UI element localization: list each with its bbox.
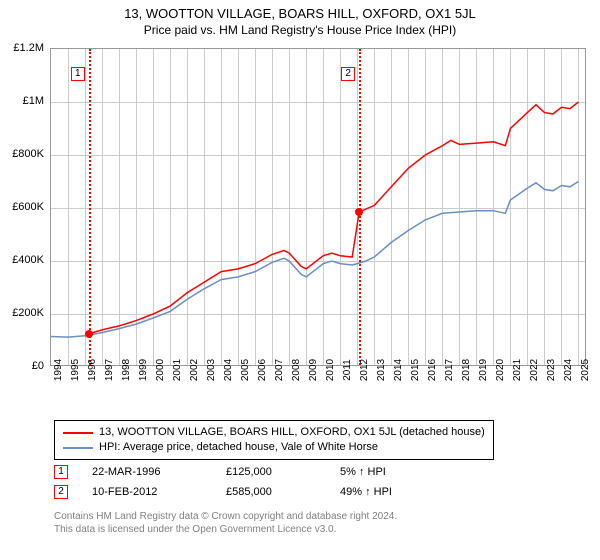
x-axis-label: 2004	[223, 359, 234, 381]
x-axis-label: 2009	[308, 359, 319, 381]
event-row: 2 10-FEB-2012 £585,000 49% ↑ HPI	[54, 482, 392, 502]
y-axis-label: £1M	[4, 95, 44, 107]
sale-event-marker: 2	[341, 67, 355, 81]
event-date: 10-FEB-2012	[92, 486, 202, 498]
x-axis-label: 2019	[478, 359, 489, 381]
x-axis-label: 2007	[274, 359, 285, 381]
x-axis-label: 2023	[546, 359, 557, 381]
legend-row: 13, WOOTTON VILLAGE, BOARS HILL, OXFORD,…	[63, 425, 485, 440]
x-axis-label: 1998	[121, 359, 132, 381]
x-axis-label: 1994	[53, 359, 64, 381]
sale-event-dot	[355, 208, 363, 216]
legend-swatch	[63, 432, 93, 434]
event-row-marker: 1	[54, 465, 68, 479]
legend-label: 13, WOOTTON VILLAGE, BOARS HILL, OXFORD,…	[99, 425, 485, 440]
x-axis-label: 2003	[206, 359, 217, 381]
chart-subtitle: Price paid vs. HM Land Registry's House …	[0, 21, 600, 41]
x-axis-label: 1995	[70, 359, 81, 381]
x-axis-label: 2006	[257, 359, 268, 381]
x-axis-label: 2018	[461, 359, 472, 381]
x-axis-label: 2016	[427, 359, 438, 381]
x-axis-label: 2020	[495, 359, 506, 381]
y-axis-label: £800K	[4, 148, 44, 160]
x-axis-label: 2024	[563, 359, 574, 381]
event-price: £125,000	[226, 466, 316, 478]
footnote-line2: This data is licensed under the Open Gov…	[54, 523, 397, 536]
y-axis-label: £200K	[4, 307, 44, 319]
event-pct: 5% ↑ HPI	[340, 466, 386, 478]
footnote: Contains HM Land Registry data © Crown c…	[54, 510, 397, 536]
sale-event-marker: 1	[71, 67, 85, 81]
y-axis-label: £400K	[4, 254, 44, 266]
x-axis-label: 2002	[189, 359, 200, 381]
event-row: 1 22-MAR-1996 £125,000 5% ↑ HPI	[54, 462, 392, 482]
x-axis-label: 2017	[444, 359, 455, 381]
sale-event-dot	[85, 330, 93, 338]
x-axis-label: 2000	[155, 359, 166, 381]
series-hpi	[51, 182, 579, 338]
x-axis-label: 2012	[359, 359, 370, 381]
sale-events-table: 1 22-MAR-1996 £125,000 5% ↑ HPI 2 10-FEB-2012…	[54, 462, 392, 502]
x-axis-label: 2013	[376, 359, 387, 381]
x-axis-label: 2015	[410, 359, 421, 381]
x-axis-label: 2008	[291, 359, 302, 381]
x-axis-label: 2010	[325, 359, 336, 381]
y-axis-label: £1.2M	[4, 42, 44, 54]
x-axis-label: 2014	[393, 359, 404, 381]
x-axis-label: 2001	[172, 359, 183, 381]
footnote-line1: Contains HM Land Registry data © Crown c…	[54, 510, 397, 523]
y-axis-label: £0	[4, 360, 44, 372]
event-price: £585,000	[226, 486, 316, 498]
x-axis-label: 2021	[512, 359, 523, 381]
x-axis-label: 2025	[580, 359, 591, 381]
x-axis-label: 1999	[138, 359, 149, 381]
x-axis-label: 2011	[342, 359, 353, 381]
x-axis-label: 1997	[104, 359, 115, 381]
legend-row: HPI: Average price, detached house, Vale…	[63, 440, 485, 455]
legend-swatch	[63, 447, 93, 449]
legend-label: HPI: Average price, detached house, Vale…	[99, 440, 378, 455]
event-row-marker: 2	[54, 485, 68, 499]
event-pct: 49% ↑ HPI	[340, 486, 392, 498]
x-axis-label: 2005	[240, 359, 251, 381]
x-axis-label: 2022	[529, 359, 540, 381]
legend: 13, WOOTTON VILLAGE, BOARS HILL, OXFORD,…	[54, 420, 494, 460]
sale-event-vline	[89, 49, 91, 365]
series-property	[89, 102, 579, 334]
line-plot-svg	[51, 49, 585, 365]
y-axis-label: £600K	[4, 201, 44, 213]
chart-plot-area: 12	[50, 48, 586, 366]
x-axis-label: 1996	[87, 359, 98, 381]
chart-title: 13, WOOTTON VILLAGE, BOARS HILL, OXFORD,…	[0, 0, 600, 21]
event-date: 22-MAR-1996	[92, 466, 202, 478]
